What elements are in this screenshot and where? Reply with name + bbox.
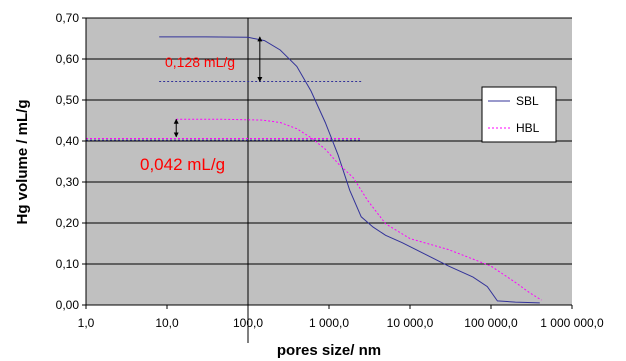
annotation-label-0128: 0,128 mL/g bbox=[165, 54, 235, 70]
y-tick-label-3: 0,30 bbox=[56, 175, 80, 189]
x-tick-label-1: 10,0 bbox=[155, 316, 179, 330]
x-tick-label-0: 1,0 bbox=[78, 316, 95, 330]
annotations: 0,128 mL/g 0,042 mL/g bbox=[140, 36, 263, 174]
x-tick-label-4: 10 000,0 bbox=[387, 316, 434, 330]
x-tick-label-5: 100 000,0 bbox=[464, 316, 518, 330]
legend-box bbox=[481, 86, 557, 143]
series-lines bbox=[159, 36, 542, 304]
legend-label-hbl: HBL bbox=[516, 121, 540, 135]
y-tick-label-4: 0,40 bbox=[56, 134, 80, 148]
plot-area bbox=[86, 18, 572, 305]
axes: 0,00 0,10 0,20 0,30 0,40 0,50 0,60 0,70 1,0 10,0 1… bbox=[56, 11, 604, 330]
x-tick-label-6: 1 000 000,0 bbox=[540, 316, 604, 330]
y-tick-label-5: 0,50 bbox=[56, 93, 80, 107]
y-tick-label-1: 0,10 bbox=[56, 257, 80, 271]
series-line-hbl bbox=[176, 118, 542, 301]
series-line-sbl bbox=[159, 36, 540, 304]
x-tick-label-2: 100,0 bbox=[233, 316, 263, 330]
y-tick-label-6: 0,60 bbox=[56, 52, 80, 66]
y-tick-label-0: 0,00 bbox=[56, 298, 80, 312]
x-axis-title: pores size/ nm bbox=[277, 342, 381, 359]
y-axis-title: Hg volume / mL/g bbox=[14, 99, 31, 224]
legend-label-sbl: SBL bbox=[516, 94, 539, 108]
y-tick-label-7: 0,70 bbox=[56, 11, 80, 25]
y-tick-label-2: 0,20 bbox=[56, 216, 80, 230]
annotation-label-0042: 0,042 mL/g bbox=[140, 155, 225, 174]
x-tick-label-3: 1 000,0 bbox=[309, 316, 349, 330]
legend: SBL HBL bbox=[481, 86, 557, 143]
grid-lines bbox=[86, 17, 572, 343]
